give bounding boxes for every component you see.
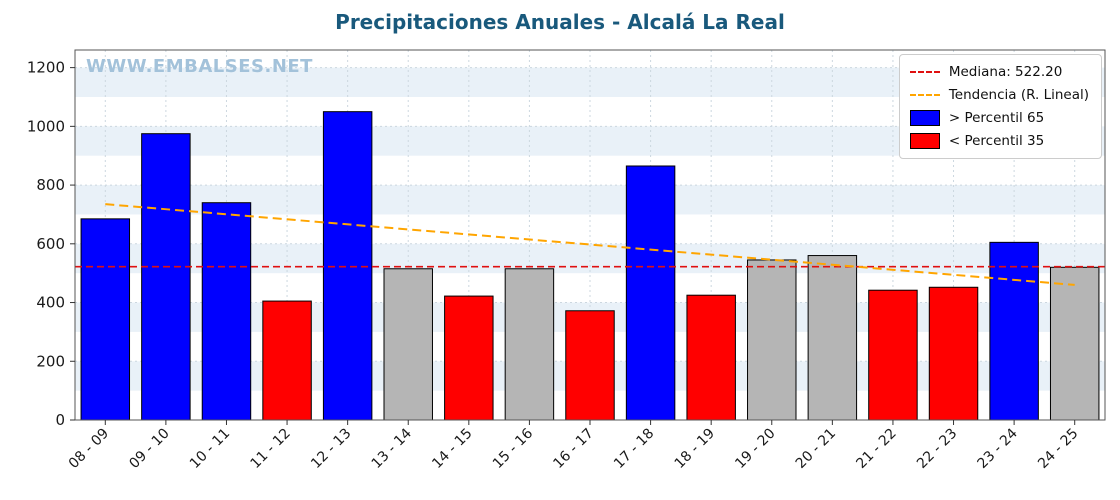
- x-tick-label: 13 - 14: [369, 425, 415, 471]
- bar: [262, 300, 312, 421]
- legend: Mediana: 522.20 Tendencia (R. Lineal) > …: [898, 54, 1102, 159]
- x-tick-label: 22 - 23: [914, 426, 960, 472]
- bar: [141, 133, 191, 421]
- x-tick-label: 10 - 11: [187, 426, 233, 472]
- bar: [807, 255, 858, 421]
- x-tick-label: 15 - 16: [490, 425, 536, 471]
- x-tick-label: 21 - 22: [853, 426, 899, 472]
- bar: [747, 259, 797, 421]
- x-tick-label: 20 - 21: [793, 426, 839, 472]
- median-line-swatch: [909, 71, 940, 73]
- y-tick-label: 0: [55, 411, 65, 429]
- legend-item-median: Mediana: 522.20: [909, 64, 1089, 80]
- above-percentile-swatch: [909, 110, 940, 126]
- bar: [504, 268, 555, 421]
- legend-item-trend: Tendencia (R. Lineal): [909, 87, 1089, 103]
- bar: [1049, 266, 1100, 421]
- x-tick-label: 24 - 25: [1035, 426, 1081, 472]
- y-tick-label: 800: [36, 176, 65, 194]
- y-tick-label: 200: [36, 352, 65, 370]
- y-tick-label: 400: [36, 294, 65, 312]
- legend-item-above-percentile: > Percentil 65: [909, 110, 1089, 126]
- legend-label-median: Mediana: 522.20: [948, 64, 1063, 80]
- y-tick-label: 1200: [27, 59, 65, 77]
- x-tick-label: 11 - 12: [248, 426, 294, 472]
- x-tick-label: 18 - 19: [672, 426, 718, 472]
- watermark: WWW.EMBALSES.NET: [86, 56, 313, 77]
- legend-label-trend: Tendencia (R. Lineal): [948, 87, 1089, 103]
- bar: [80, 218, 131, 421]
- legend-item-below-percentile: < Percentil 35: [909, 133, 1089, 149]
- x-tick-label: 19 - 20: [732, 426, 778, 472]
- y-tick-label: 1000: [27, 117, 65, 135]
- bar: [383, 268, 433, 421]
- x-tick-label: 08 - 09: [66, 426, 112, 472]
- bar: [686, 294, 736, 421]
- x-tick-label: 14 - 15: [429, 426, 475, 472]
- x-tick-label: 17 - 18: [611, 426, 657, 472]
- x-tick-label: 09 - 10: [126, 426, 172, 472]
- bar: [989, 241, 1039, 421]
- trend-line-swatch: [909, 94, 940, 96]
- x-tick-label: 16 - 17: [550, 426, 596, 472]
- bar: [625, 165, 676, 421]
- trend-line: [105, 203, 1075, 286]
- bar: [201, 202, 252, 421]
- bar: [565, 310, 615, 421]
- chart-title: Precipitaciones Anuales - Alcalá La Real: [335, 10, 785, 34]
- y-tick-label: 600: [36, 235, 65, 253]
- legend-label-above: > Percentil 65: [948, 110, 1045, 126]
- x-tick-label: 12 - 13: [308, 426, 354, 472]
- bar: [928, 286, 979, 421]
- legend-label-below: < Percentil 35: [948, 133, 1045, 149]
- below-percentile-swatch: [909, 133, 940, 149]
- bar: [868, 289, 918, 421]
- bar: [444, 295, 494, 421]
- bar: [322, 111, 373, 421]
- x-tick-label: 23 - 24: [975, 425, 1021, 471]
